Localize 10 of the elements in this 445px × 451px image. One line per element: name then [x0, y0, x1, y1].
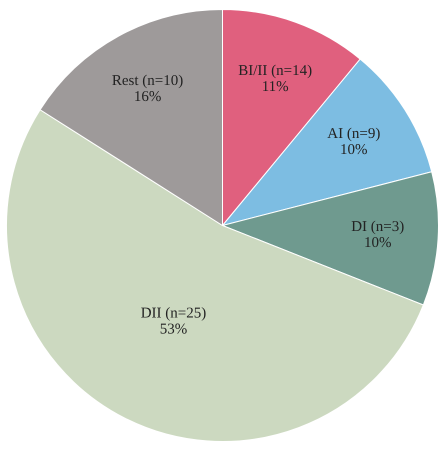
- slice-label: Rest (n=10): [112, 73, 184, 90]
- slice-label: AI (n=9): [327, 126, 380, 142]
- slice-label: DI (n=3): [351, 219, 404, 236]
- data-label: 10%: [364, 235, 392, 252]
- slice-label: DII (n=25): [140, 306, 206, 322]
- slice-label: BI/II (n=14): [238, 63, 312, 80]
- data-label: 11%: [262, 79, 289, 96]
- data-label: 16%: [134, 89, 162, 106]
- data-label: 53%: [160, 322, 188, 338]
- data-label: 10%: [340, 142, 368, 158]
